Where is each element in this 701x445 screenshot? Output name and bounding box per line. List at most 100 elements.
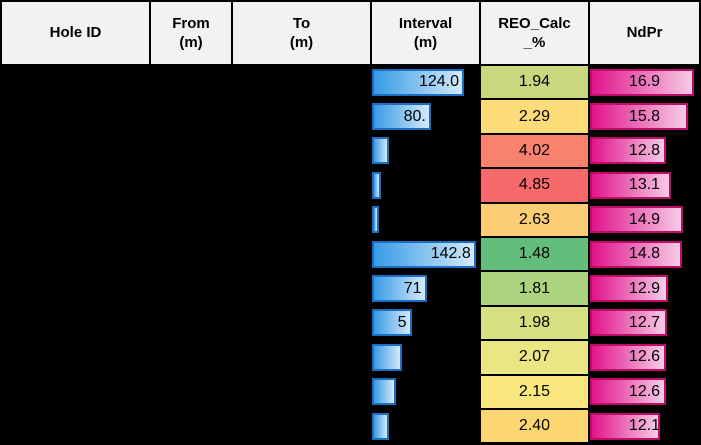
ndpr-value: 14.8 bbox=[628, 245, 661, 263]
from-cell bbox=[151, 134, 231, 168]
from-cell bbox=[151, 341, 231, 374]
interval-cell: 80. bbox=[372, 100, 479, 133]
interval-cell bbox=[372, 169, 479, 202]
to-cell bbox=[233, 306, 370, 340]
header-reo-calc-label: REO_Calc bbox=[498, 14, 571, 32]
ndpr-value: 13.1 bbox=[628, 176, 661, 194]
to-cell bbox=[233, 134, 370, 168]
reo-cell: 2.07 bbox=[481, 341, 588, 374]
from-cell bbox=[151, 409, 231, 443]
ndpr-cell: 15.8 bbox=[590, 100, 699, 133]
from-cell bbox=[151, 169, 231, 202]
interval-cell: 124.0 bbox=[372, 66, 479, 99]
hole-id-cell bbox=[2, 409, 149, 443]
ndpr-cell: 16.9 bbox=[590, 66, 699, 99]
reo-cell: 1.81 bbox=[481, 272, 588, 305]
ndpr-value: 15.8 bbox=[628, 107, 661, 125]
interval-data-bar bbox=[372, 412, 390, 440]
from-cell bbox=[151, 272, 231, 305]
ndpr-value: 12.6 bbox=[628, 348, 661, 366]
interval-cell: 5 bbox=[372, 306, 479, 340]
interval-value: 124.0 bbox=[418, 73, 460, 91]
to-cell bbox=[233, 375, 370, 408]
reo-cell: 4.85 bbox=[481, 169, 588, 202]
reo-value: 1.48 bbox=[518, 245, 551, 263]
from-cell bbox=[151, 375, 231, 408]
interval-data-bar bbox=[372, 171, 382, 199]
ndpr-cell: 12.6 bbox=[590, 375, 699, 408]
interval-cell: 71 bbox=[372, 272, 479, 305]
interval-cell bbox=[372, 134, 479, 168]
header-reo-calc-unit: _% bbox=[523, 34, 546, 51]
ndpr-cell: 13.1 bbox=[590, 169, 699, 202]
hole-id-cell bbox=[2, 306, 149, 340]
header-interval-unit: (m) bbox=[413, 34, 438, 51]
ndpr-data-bar bbox=[590, 309, 668, 337]
ndpr-data-bar bbox=[590, 275, 669, 303]
ndpr-data-bar bbox=[590, 412, 660, 440]
header-to-unit: (m) bbox=[289, 34, 314, 51]
header-reo-calc: REO_Calc _% bbox=[481, 2, 588, 64]
reo-value: 2.29 bbox=[518, 107, 551, 125]
ndpr-cell: 14.9 bbox=[590, 203, 699, 236]
to-cell bbox=[233, 272, 370, 305]
reo-value: 2.40 bbox=[518, 417, 551, 435]
header-interval-label: Interval bbox=[398, 14, 453, 32]
reo-value: 1.81 bbox=[518, 279, 551, 297]
header-from-unit: (m) bbox=[179, 34, 203, 51]
reo-value: 4.02 bbox=[518, 141, 551, 159]
reo-cell: 4.02 bbox=[481, 134, 588, 168]
reo-cell: 1.98 bbox=[481, 306, 588, 340]
ndpr-data-bar bbox=[590, 68, 694, 96]
ndpr-data-bar bbox=[590, 137, 667, 165]
reo-cell: 2.15 bbox=[481, 375, 588, 408]
to-cell bbox=[233, 100, 370, 133]
ndpr-cell: 12.7 bbox=[590, 306, 699, 340]
to-cell bbox=[233, 203, 370, 236]
header-from: From (m) bbox=[151, 2, 231, 64]
reo-cell: 2.29 bbox=[481, 100, 588, 133]
to-cell bbox=[233, 237, 370, 271]
hole-id-cell bbox=[2, 203, 149, 236]
interval-data-bar: 80. bbox=[372, 103, 431, 131]
header-hole-id: Hole ID bbox=[2, 2, 149, 64]
reo-value: 2.63 bbox=[518, 210, 551, 228]
hole-id-cell bbox=[2, 375, 149, 408]
interval-cell bbox=[372, 341, 479, 374]
header-ndpr-label: NdPr bbox=[626, 24, 663, 42]
interval-value: 71 bbox=[403, 279, 422, 297]
ndpr-data-bar bbox=[590, 343, 667, 371]
ndpr-value: 14.9 bbox=[628, 210, 661, 228]
ndpr-value: 12.9 bbox=[628, 279, 661, 297]
interval-data-bar bbox=[372, 343, 402, 371]
ndpr-cell: 12.9 bbox=[590, 272, 699, 305]
reo-value: 2.15 bbox=[518, 382, 551, 400]
interval-cell bbox=[372, 375, 479, 408]
reo-cell: 1.48 bbox=[481, 237, 588, 271]
reo-value: 2.07 bbox=[518, 348, 551, 366]
interval-value: 5 bbox=[397, 313, 407, 331]
interval-data-bar: 5 bbox=[372, 309, 412, 337]
interval-data-bar: 142.8 bbox=[372, 240, 476, 268]
to-cell bbox=[233, 409, 370, 443]
reo-value: 1.98 bbox=[518, 313, 551, 331]
ndpr-value: 12.8 bbox=[628, 141, 661, 159]
ndpr-data-bar bbox=[590, 206, 683, 234]
ndpr-value: 12.6 bbox=[628, 382, 661, 400]
hole-id-cell bbox=[2, 134, 149, 168]
from-cell bbox=[151, 306, 231, 340]
from-cell bbox=[151, 203, 231, 236]
header-from-label: From bbox=[172, 14, 210, 32]
ndpr-cell: 12.1 bbox=[590, 409, 699, 443]
interval-data-bar bbox=[372, 206, 379, 234]
interval-value: 142.8 bbox=[430, 245, 471, 263]
reo-value: 4.85 bbox=[518, 176, 551, 194]
reo-cell: 2.63 bbox=[481, 203, 588, 236]
to-cell bbox=[233, 169, 370, 202]
hole-id-cell bbox=[2, 272, 149, 305]
reo-cell: 1.94 bbox=[481, 66, 588, 99]
ndpr-data-bar bbox=[590, 240, 682, 268]
ndpr-cell: 12.6 bbox=[590, 341, 699, 374]
header-interval: Interval (m) bbox=[372, 2, 479, 64]
